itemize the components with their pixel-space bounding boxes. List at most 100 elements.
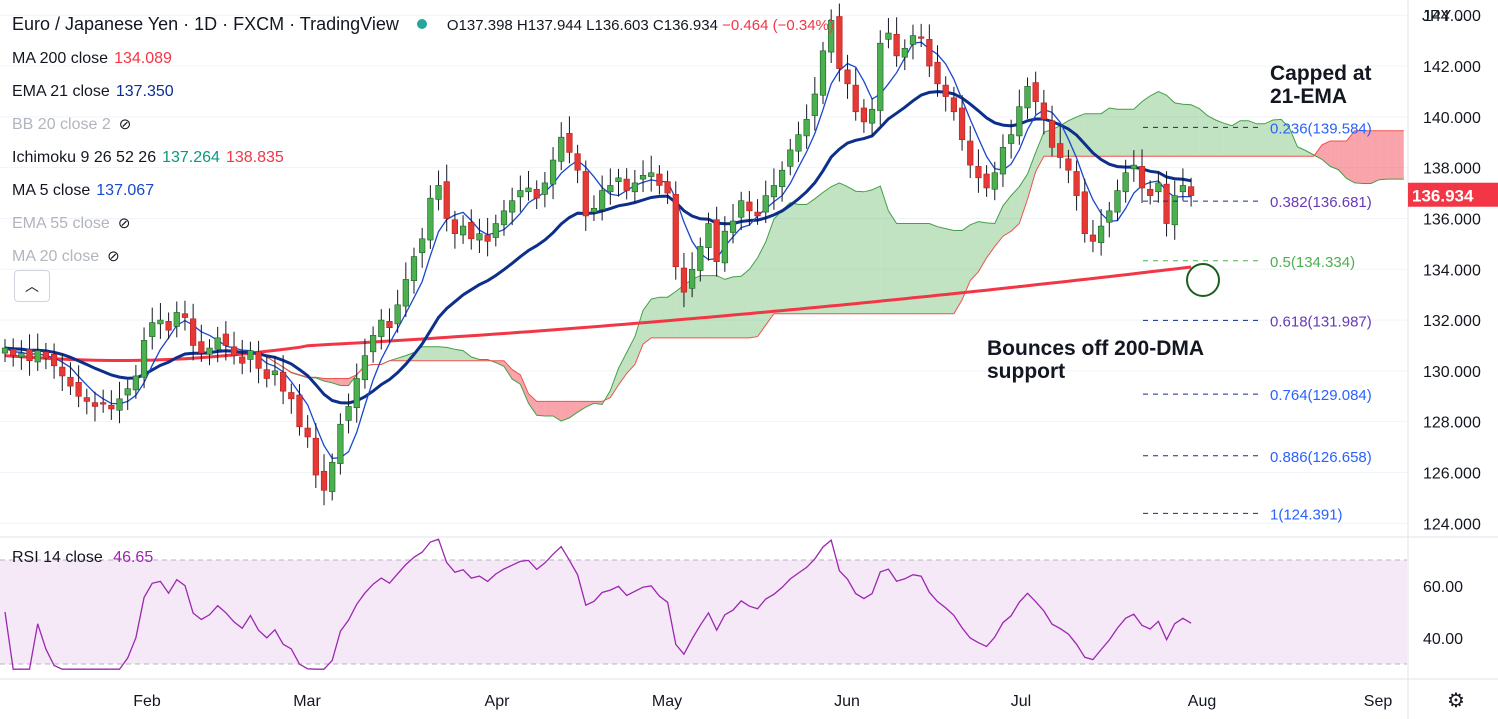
indicator-row[interactable]: MA 5 close 137.067 <box>12 174 834 207</box>
x-tick-label: Mar <box>293 693 321 710</box>
indicator-row[interactable]: MA 20 close ⊘ <box>12 240 834 273</box>
rsi-legend[interactable]: RSI 14 close 46.65 <box>12 549 153 567</box>
cloud-segment <box>1281 119 1290 157</box>
candle-body <box>83 397 90 402</box>
cloud-segment <box>1002 195 1012 237</box>
cloud-segment <box>1182 104 1192 157</box>
candle-body <box>672 194 679 268</box>
chevron-up-icon: ︿ <box>25 278 39 294</box>
candle-body <box>345 406 352 421</box>
candle <box>1130 150 1137 182</box>
candle-body <box>435 185 442 200</box>
cloud-segment <box>847 186 856 314</box>
eye-crossed-icon[interactable]: ⊘ <box>107 248 120 265</box>
candle <box>983 165 990 197</box>
candle <box>116 381 123 424</box>
ohlc-values: O137.398 H137.944 L136.603 C136.934 −0.4… <box>447 17 834 34</box>
indicator-row[interactable]: Ichimoku 9 26 52 26 137.264 138.835 <box>12 141 834 174</box>
candle-body <box>762 195 769 213</box>
candle <box>492 214 499 247</box>
candle <box>950 86 957 121</box>
candle <box>75 365 82 408</box>
candle-body <box>746 201 753 212</box>
candle <box>427 185 434 249</box>
eye-crossed-icon[interactable]: ⊘ <box>117 215 131 232</box>
candle <box>689 252 696 298</box>
candle <box>59 354 66 391</box>
candle-body <box>1048 120 1056 148</box>
cloud-segment <box>634 310 644 365</box>
candle-body <box>484 234 491 242</box>
cloud-segment <box>1321 140 1331 167</box>
currency-selector[interactable]: JPY ⌄ <box>1422 8 1465 26</box>
candle-body <box>926 39 933 67</box>
candle <box>836 3 843 82</box>
candle-body <box>901 47 908 58</box>
cloud-segment <box>896 223 905 314</box>
candle <box>353 363 360 423</box>
candle-body <box>468 221 475 240</box>
candle <box>582 160 589 231</box>
y-tick-label: 126.000 <box>1423 465 1481 482</box>
y-tick-label: 124.000 <box>1423 516 1481 533</box>
candle-body <box>639 174 647 180</box>
candle-body <box>419 238 426 254</box>
y-tick-label: 128.000 <box>1423 415 1481 432</box>
eye-crossed-icon[interactable]: ⊘ <box>118 116 132 133</box>
candle-body <box>803 119 810 137</box>
candle <box>239 339 246 375</box>
candle <box>738 191 745 231</box>
candle <box>1179 168 1187 201</box>
symbol-title-row[interactable]: Euro / Japanese Yen · 1D · FXCM · Tradin… <box>12 8 834 42</box>
candle-body <box>713 219 720 262</box>
indicator-row[interactable]: EMA 55 close ⊘ <box>12 207 834 240</box>
cloud-segment <box>651 297 660 338</box>
candle-body <box>263 369 270 379</box>
cloud-segment <box>561 401 570 422</box>
cloud-segment <box>1371 130 1380 184</box>
indicator-row[interactable]: EMA 21 close 137.350 <box>12 75 834 108</box>
candle-body <box>1163 183 1170 224</box>
gear-icon[interactable]: ⚙ <box>1447 690 1465 712</box>
candle <box>639 160 647 193</box>
candle <box>934 45 941 97</box>
rsi-tick-label: 40.00 <box>1423 631 1463 648</box>
cloud-segment <box>1142 95 1151 157</box>
cloud-segment <box>888 210 897 314</box>
candle-body <box>500 210 508 226</box>
candle <box>1008 119 1015 159</box>
indicator-row[interactable]: BB 20 close 2 ⊘ <box>12 108 834 141</box>
candle-body <box>787 149 794 167</box>
candle <box>443 164 450 232</box>
candle <box>1016 89 1023 145</box>
last-price-tag <box>1408 182 1498 207</box>
collapse-legend-button[interactable]: ︿ <box>14 270 50 302</box>
candle <box>280 355 287 405</box>
ohlc-change: −0.464 (−0.34%) <box>722 17 834 34</box>
indicator-row[interactable]: MA 200 close 134.089 <box>12 42 834 75</box>
cloud-segment <box>773 210 783 314</box>
candle-body <box>10 348 17 356</box>
fib-label: 0.5(134.334) <box>1270 254 1355 271</box>
cloud-segment <box>700 275 709 338</box>
candle <box>770 168 778 210</box>
candle <box>296 384 303 436</box>
candle <box>811 76 818 131</box>
cloud-segment <box>1346 130 1355 183</box>
cloud-segment <box>1240 120 1249 157</box>
y-tick-label: 138.000 <box>1423 161 1481 178</box>
candle-body <box>1057 143 1064 158</box>
indicator-label: Ichimoku 9 26 52 26 <box>12 149 157 166</box>
indicator-label: MA 5 close <box>12 182 91 199</box>
candle <box>762 180 769 224</box>
cloud-segment <box>1133 101 1143 157</box>
candle-body <box>697 246 704 271</box>
candle <box>893 17 900 67</box>
candle <box>124 379 131 411</box>
candle-body <box>590 208 598 213</box>
candle-body <box>934 61 941 85</box>
candle-body <box>296 394 303 428</box>
candle-body <box>34 350 41 363</box>
